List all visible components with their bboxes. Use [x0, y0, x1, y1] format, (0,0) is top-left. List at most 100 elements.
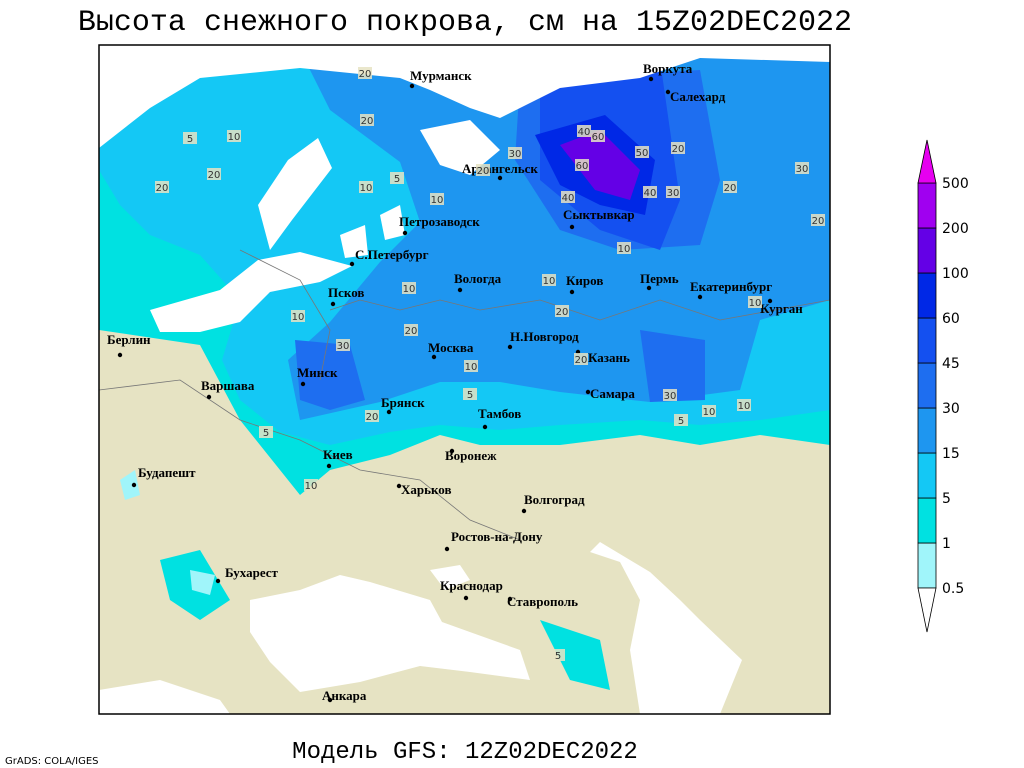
colorbar-low [917, 587, 937, 633]
contour-label: 20 [724, 183, 737, 194]
city-label: Воркута [643, 61, 693, 76]
city-dot [521, 508, 527, 514]
city-dot [767, 298, 773, 304]
contour-label: 30 [796, 164, 809, 175]
city-label: Москва [428, 340, 474, 355]
city-dot [585, 389, 591, 395]
contour-label-box [227, 130, 241, 142]
colorbar-segment [917, 272, 937, 319]
contour-label: 20 [556, 307, 569, 318]
city-dot [507, 596, 513, 602]
contour-label: 20 [575, 355, 588, 366]
colorbar-label: 60 [942, 311, 960, 327]
colorbar-segment [917, 497, 937, 544]
city-label: Харьков [401, 482, 452, 497]
contour-label: 10 [228, 132, 241, 143]
colorbar-segment [917, 182, 937, 229]
city-dot [449, 448, 455, 454]
city-dot [648, 76, 654, 82]
contour-label-box [577, 125, 591, 137]
contour-label: 10 [738, 401, 751, 412]
snow-0-5-1 [190, 570, 215, 595]
city-label: Варшава [201, 378, 255, 393]
city-label: Ставрополь [507, 594, 578, 609]
city-label: Екатеринбург [690, 279, 772, 294]
contour-label: 30 [667, 188, 680, 199]
contour-label: 5 [467, 390, 473, 401]
contour-label-box [404, 324, 418, 336]
colorbar-label: 15 [942, 446, 960, 462]
colorbar-segment [917, 227, 937, 274]
city-dot [396, 483, 402, 489]
city-dot [409, 83, 415, 89]
border [239, 249, 331, 381]
city-dot [330, 301, 336, 307]
snow-0-5-1 [120, 470, 140, 500]
contour-label: 5 [263, 428, 269, 439]
contour-label-box [663, 389, 677, 401]
contour-label-box [463, 388, 477, 400]
city-dot [665, 89, 671, 95]
city-label: Будапешт [138, 465, 196, 480]
contour-label: 10 [431, 195, 444, 206]
contour-label: 20 [208, 170, 221, 181]
city-dot [300, 381, 306, 387]
contour-label: 20 [477, 166, 490, 177]
contour-label: 5 [678, 416, 684, 427]
city-label: Псков [328, 285, 364, 300]
contour-label-box [748, 296, 762, 308]
city-label: С.Петербург [355, 247, 429, 262]
city-label: Мурманск [410, 68, 472, 83]
city-label: Берлин [107, 332, 151, 347]
water [430, 565, 470, 590]
contour-label: 30 [337, 341, 350, 352]
city-dot [117, 352, 123, 358]
city-dot [482, 424, 488, 430]
contour-label-box [365, 410, 379, 422]
contour-label-box [795, 162, 809, 174]
contour-label: 30 [664, 391, 677, 402]
contour-label: 20 [361, 116, 374, 127]
contour-label-box [464, 360, 478, 372]
contour-label-box [259, 426, 273, 438]
city-label: Сыктывкар [563, 207, 635, 222]
contour-label: 20 [366, 412, 379, 423]
water [420, 120, 500, 175]
contour-label: 30 [509, 149, 522, 160]
contour-label: 60 [592, 132, 605, 143]
city-label: Брянск [381, 395, 425, 410]
colorbar-label: 1 [942, 536, 951, 552]
colorbar-segment [917, 452, 937, 499]
city-dot [697, 294, 703, 300]
city-label: Курган [760, 301, 803, 316]
city-label: Минск [297, 365, 338, 380]
city-label: Киев [323, 447, 353, 462]
contour-label-box [617, 242, 631, 254]
contour-label: 10 [403, 284, 416, 295]
colorbar-label: 5 [942, 491, 951, 507]
colorbar-label: 30 [942, 401, 960, 417]
snow-100-200 [560, 130, 640, 200]
colorbar-label: 0.5 [942, 581, 964, 597]
city-dot [386, 409, 392, 415]
contour-label-box [358, 67, 372, 79]
city-label: Краснодар [440, 578, 503, 593]
city-label: Воронеж [445, 448, 497, 463]
contour-label: 10 [305, 481, 318, 492]
city-dot [326, 463, 332, 469]
contour-label-box [635, 146, 649, 158]
city-label: Салехард [670, 89, 726, 104]
city-dot [327, 697, 333, 703]
water [250, 575, 530, 692]
city-label: Ростов-на-Дону [451, 529, 543, 544]
contour-label: 10 [292, 312, 305, 323]
colorbar-label: 500 [942, 176, 969, 192]
city-label: Самара [590, 386, 635, 401]
city-dot [131, 482, 137, 488]
contour-label-box [402, 282, 416, 294]
contour-label-box [551, 649, 565, 661]
water [340, 225, 368, 258]
contour-label-box [723, 181, 737, 193]
city-label: Анкара [322, 688, 367, 703]
